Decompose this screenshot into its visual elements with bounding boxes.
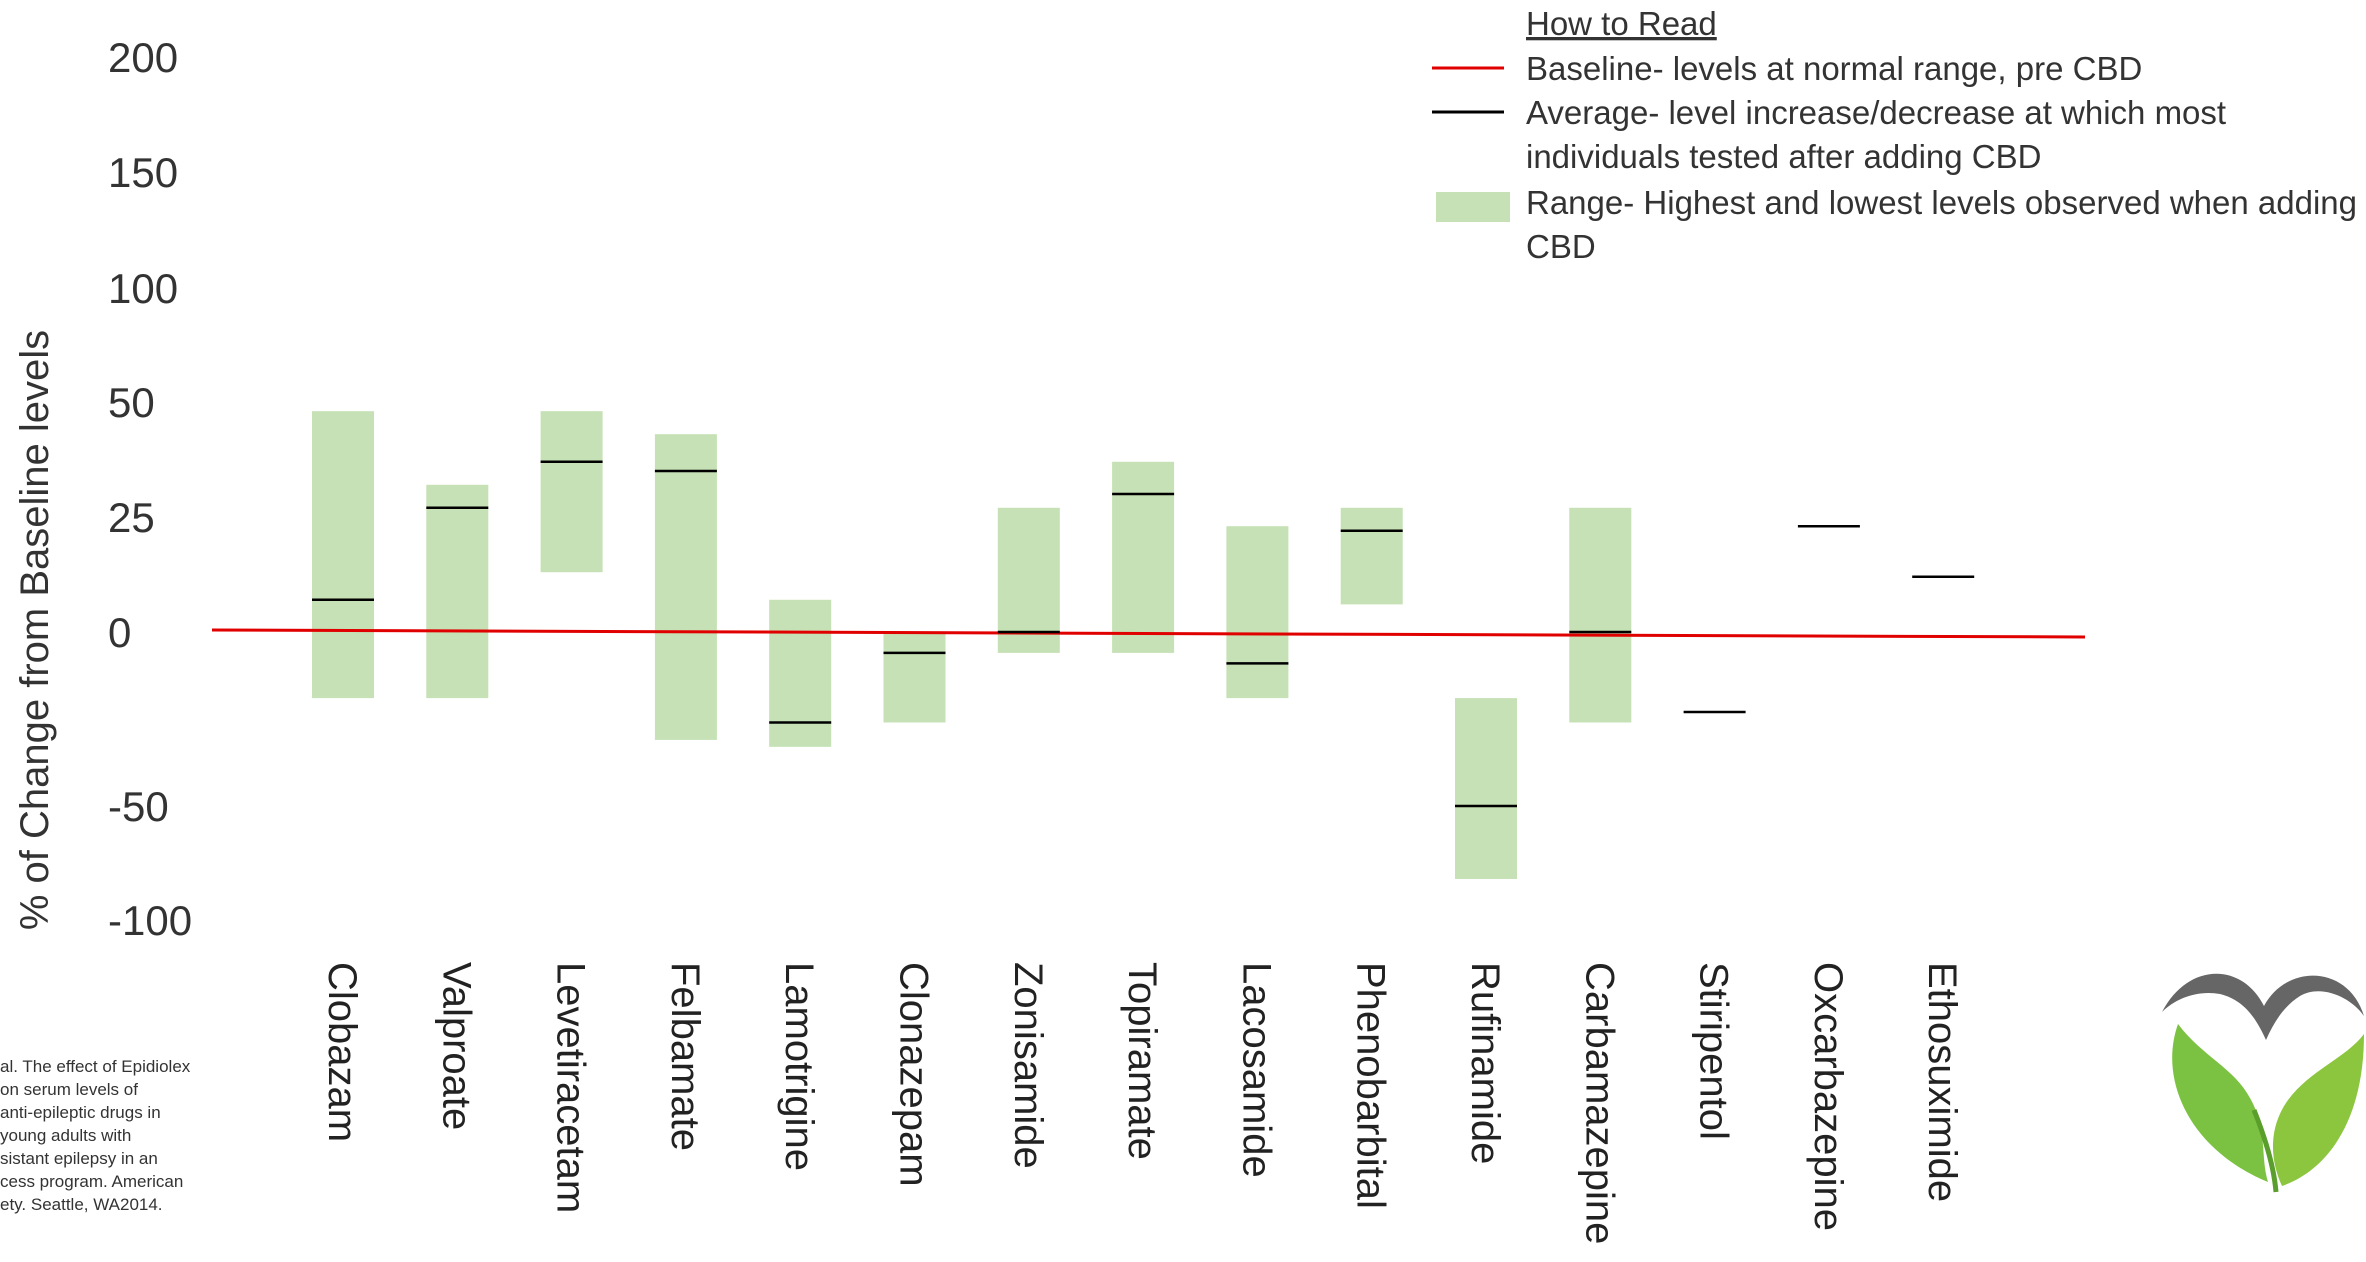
y-tick-label: 200 — [108, 34, 178, 81]
logo-left-leaf — [2172, 1024, 2268, 1182]
x-tick-label: Rufinamide — [1463, 962, 1507, 1164]
x-tick-label: Felbamate — [663, 962, 707, 1151]
legend-average-text-1: Average- level increase/decrease at whic… — [1526, 94, 2226, 131]
logo-right-leaf — [2272, 1034, 2364, 1186]
y-tick-label: 100 — [108, 265, 178, 312]
range-bar — [312, 411, 374, 699]
x-tick-label: Zonisamide — [1006, 962, 1050, 1169]
legend-range-text-2: CBD — [1526, 228, 1596, 265]
x-tick-label: Valproate — [434, 962, 478, 1130]
legend-title: How to Read — [1526, 5, 1717, 42]
x-tick-label: Oxcarbazepine — [1806, 962, 1850, 1231]
x-tick-label: Carbamazepine — [1577, 962, 1621, 1244]
range-bars — [312, 411, 1632, 879]
range-bar — [1112, 461, 1175, 653]
x-tick-label: Phenobarbital — [1349, 962, 1393, 1209]
range-bar — [1340, 507, 1403, 605]
x-tick-label: Ethosuximide — [1920, 962, 1964, 1202]
x-tick-label: Clobazam — [320, 962, 364, 1142]
y-tick-label: 25 — [108, 494, 155, 541]
average-markers — [312, 460, 1975, 808]
y-tick-label: -50 — [108, 783, 169, 830]
x-tick-label: Levetiracetam — [549, 962, 593, 1213]
range-bar — [883, 632, 946, 723]
legend-baseline-text: Baseline- levels at normal range, pre CB… — [1526, 50, 2142, 87]
x-tick-label: Clonazepam — [892, 962, 936, 1187]
range-bar — [426, 484, 489, 699]
y-tick-label: 150 — [108, 149, 178, 196]
legend-average-text-2: individuals tested after adding CBD — [1526, 138, 2041, 175]
range-bar — [1226, 526, 1289, 699]
logo-heart-arc — [2162, 973, 2364, 1040]
x-tick-label: Lacosamide — [1234, 962, 1278, 1178]
x-tick-labels: Clobazam Valproate Levetiracetam Felbamate L… — [320, 962, 1964, 1244]
x-tick-label: Lamotrigine — [777, 962, 821, 1171]
citation-text: al. The effect of Epidiolex on serum lev… — [0, 1057, 191, 1214]
y-tick-label: -100 — [108, 897, 192, 944]
range-bar — [1455, 698, 1517, 879]
range-bar — [540, 411, 603, 573]
legend-range-text-1: Range- Highest and lowest levels observe… — [1526, 184, 2357, 221]
x-tick-label: Stiripentol — [1692, 962, 1736, 1140]
legend-range-swatch — [1436, 192, 1510, 222]
heart-leaf-logo — [2162, 973, 2364, 1193]
range-bar — [1569, 507, 1632, 723]
legend: How to Read Baseline- levels at normal r… — [1432, 5, 2357, 265]
range-bar — [654, 434, 717, 740]
range-bar — [769, 599, 832, 747]
y-tick-label: 50 — [108, 379, 155, 426]
logo-stem — [2251, 1109, 2279, 1193]
y-tick-label: 0 — [108, 609, 131, 656]
x-tick-label: Topiramate — [1120, 962, 1164, 1160]
baseline-line — [211, 628, 2086, 639]
y-tick-labels: 200 150 100 50 25 0 -50 -100 — [108, 34, 192, 944]
y-axis-label: % of Change from Baseline levels — [13, 330, 57, 930]
range-bar — [997, 507, 1060, 653]
